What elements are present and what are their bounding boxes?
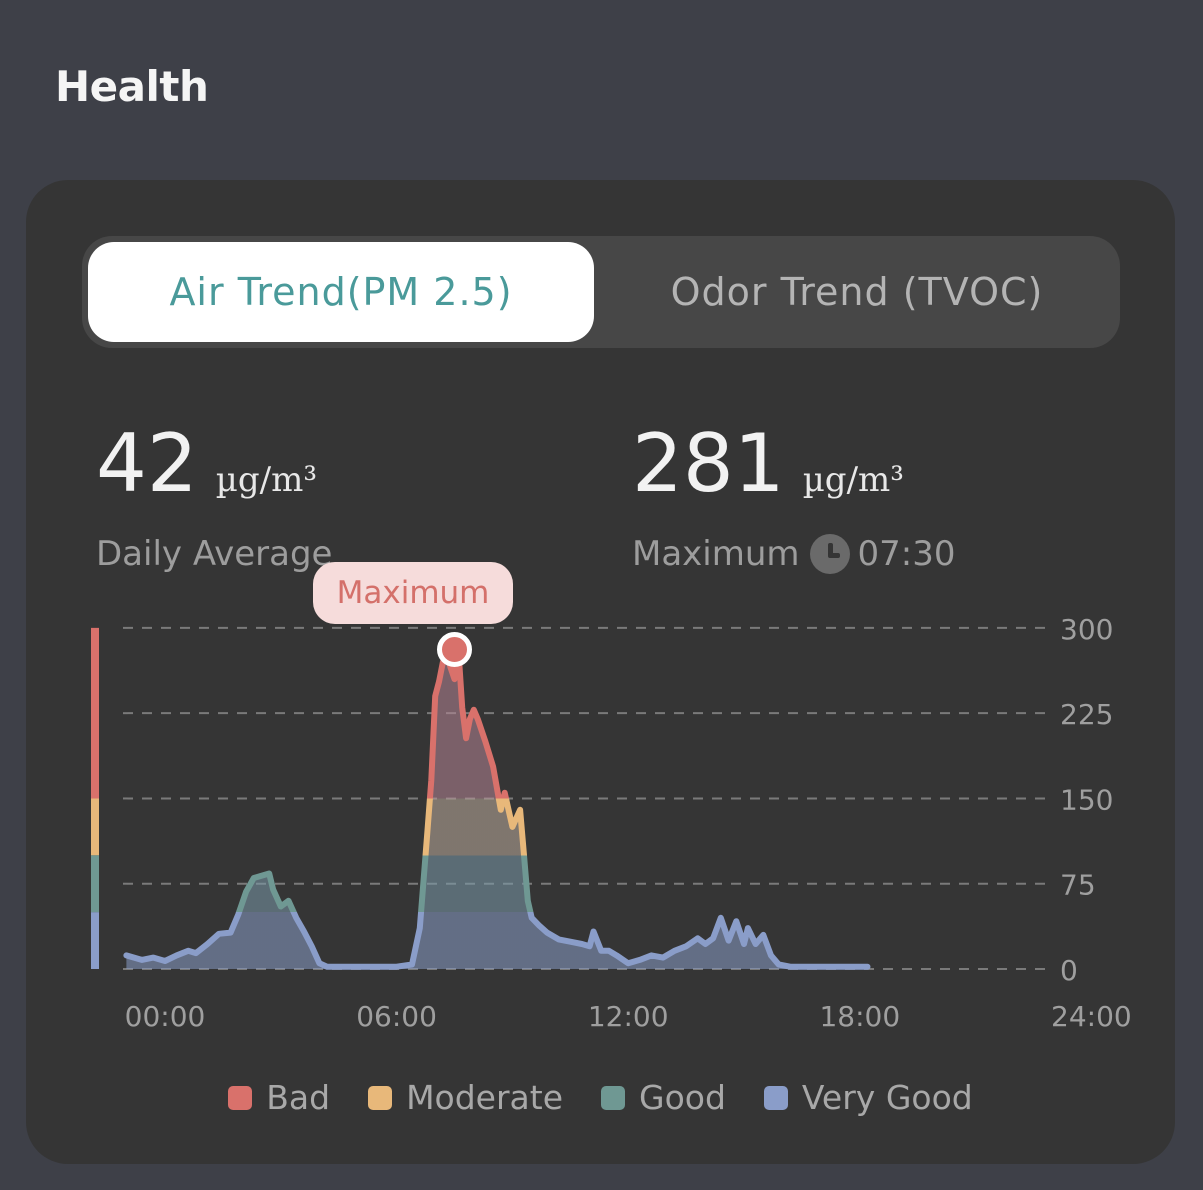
- y-tick-label: 150: [1060, 783, 1113, 816]
- maximum-label-row: Maximum 07:30: [632, 534, 956, 574]
- legend-label: Very Good: [801, 1078, 973, 1117]
- daily-average-stat: 42 µg/m³ Daily Average: [96, 417, 333, 575]
- legend-label: Good: [639, 1078, 726, 1117]
- section-title: Health: [55, 62, 209, 111]
- maximum-unit: µg/m³: [802, 460, 904, 500]
- pm25-area-chart: 300 225 150 75 0 00:00 06:00 12:00 18:00 24:00: [91, 613, 1132, 1033]
- legend-item-bad: Bad: [228, 1078, 330, 1117]
- x-tick-label: 24:00: [1051, 1000, 1132, 1033]
- series-line: [123, 646, 871, 970]
- legend-item-good: Good: [601, 1078, 726, 1117]
- maximum-value: 281: [632, 417, 785, 510]
- x-tick-label: 18:00: [819, 1000, 900, 1033]
- legend-label: Moderate: [406, 1078, 564, 1117]
- maximum-time: 07:30: [857, 534, 956, 574]
- max-marker: [437, 632, 472, 668]
- legend-label: Bad: [266, 1078, 331, 1117]
- daily-average-label: Daily Average: [96, 534, 333, 574]
- x-tick-label: 12:00: [588, 1000, 669, 1033]
- legend-item-very-good: Very Good: [763, 1078, 973, 1117]
- maximum-label: Maximum: [632, 534, 800, 574]
- legend-swatch: [368, 1085, 393, 1110]
- legend-swatch: [763, 1085, 788, 1110]
- daily-average-unit: µg/m³: [215, 460, 317, 500]
- x-tick-label: 06:00: [356, 1000, 437, 1033]
- chart-legend: Bad Moderate Good Very Good: [26, 1078, 1175, 1117]
- tab-odor-trend[interactable]: Odor Trend (TVOC): [670, 270, 1044, 314]
- y-tick-label: 225: [1060, 698, 1113, 731]
- y-tick-label: 0: [1060, 954, 1078, 987]
- legend-swatch: [601, 1085, 626, 1110]
- trend-tabs: Air Trend(PM 2.5) Odor Trend (TVOC): [82, 236, 1120, 348]
- area-band-fill: [126, 649, 868, 969]
- legend-swatch: [228, 1085, 253, 1110]
- legend-item-moderate: Moderate: [368, 1078, 563, 1117]
- tab-air-trend[interactable]: Air Trend(PM 2.5): [88, 242, 594, 342]
- maximum-stat: 281 µg/m³ Maximum 07:30: [632, 424, 956, 574]
- y-tick-label: 300: [1060, 613, 1113, 646]
- daily-average-value: 42: [96, 417, 198, 510]
- clock-icon: [809, 534, 850, 574]
- maximum-tooltip: Maximum: [313, 562, 513, 624]
- y-tick-label: 75: [1060, 869, 1096, 902]
- x-tick-label: 00:00: [125, 1000, 206, 1033]
- health-card: Air Trend(PM 2.5) Odor Trend (TVOC) 42 µg…: [26, 180, 1175, 1164]
